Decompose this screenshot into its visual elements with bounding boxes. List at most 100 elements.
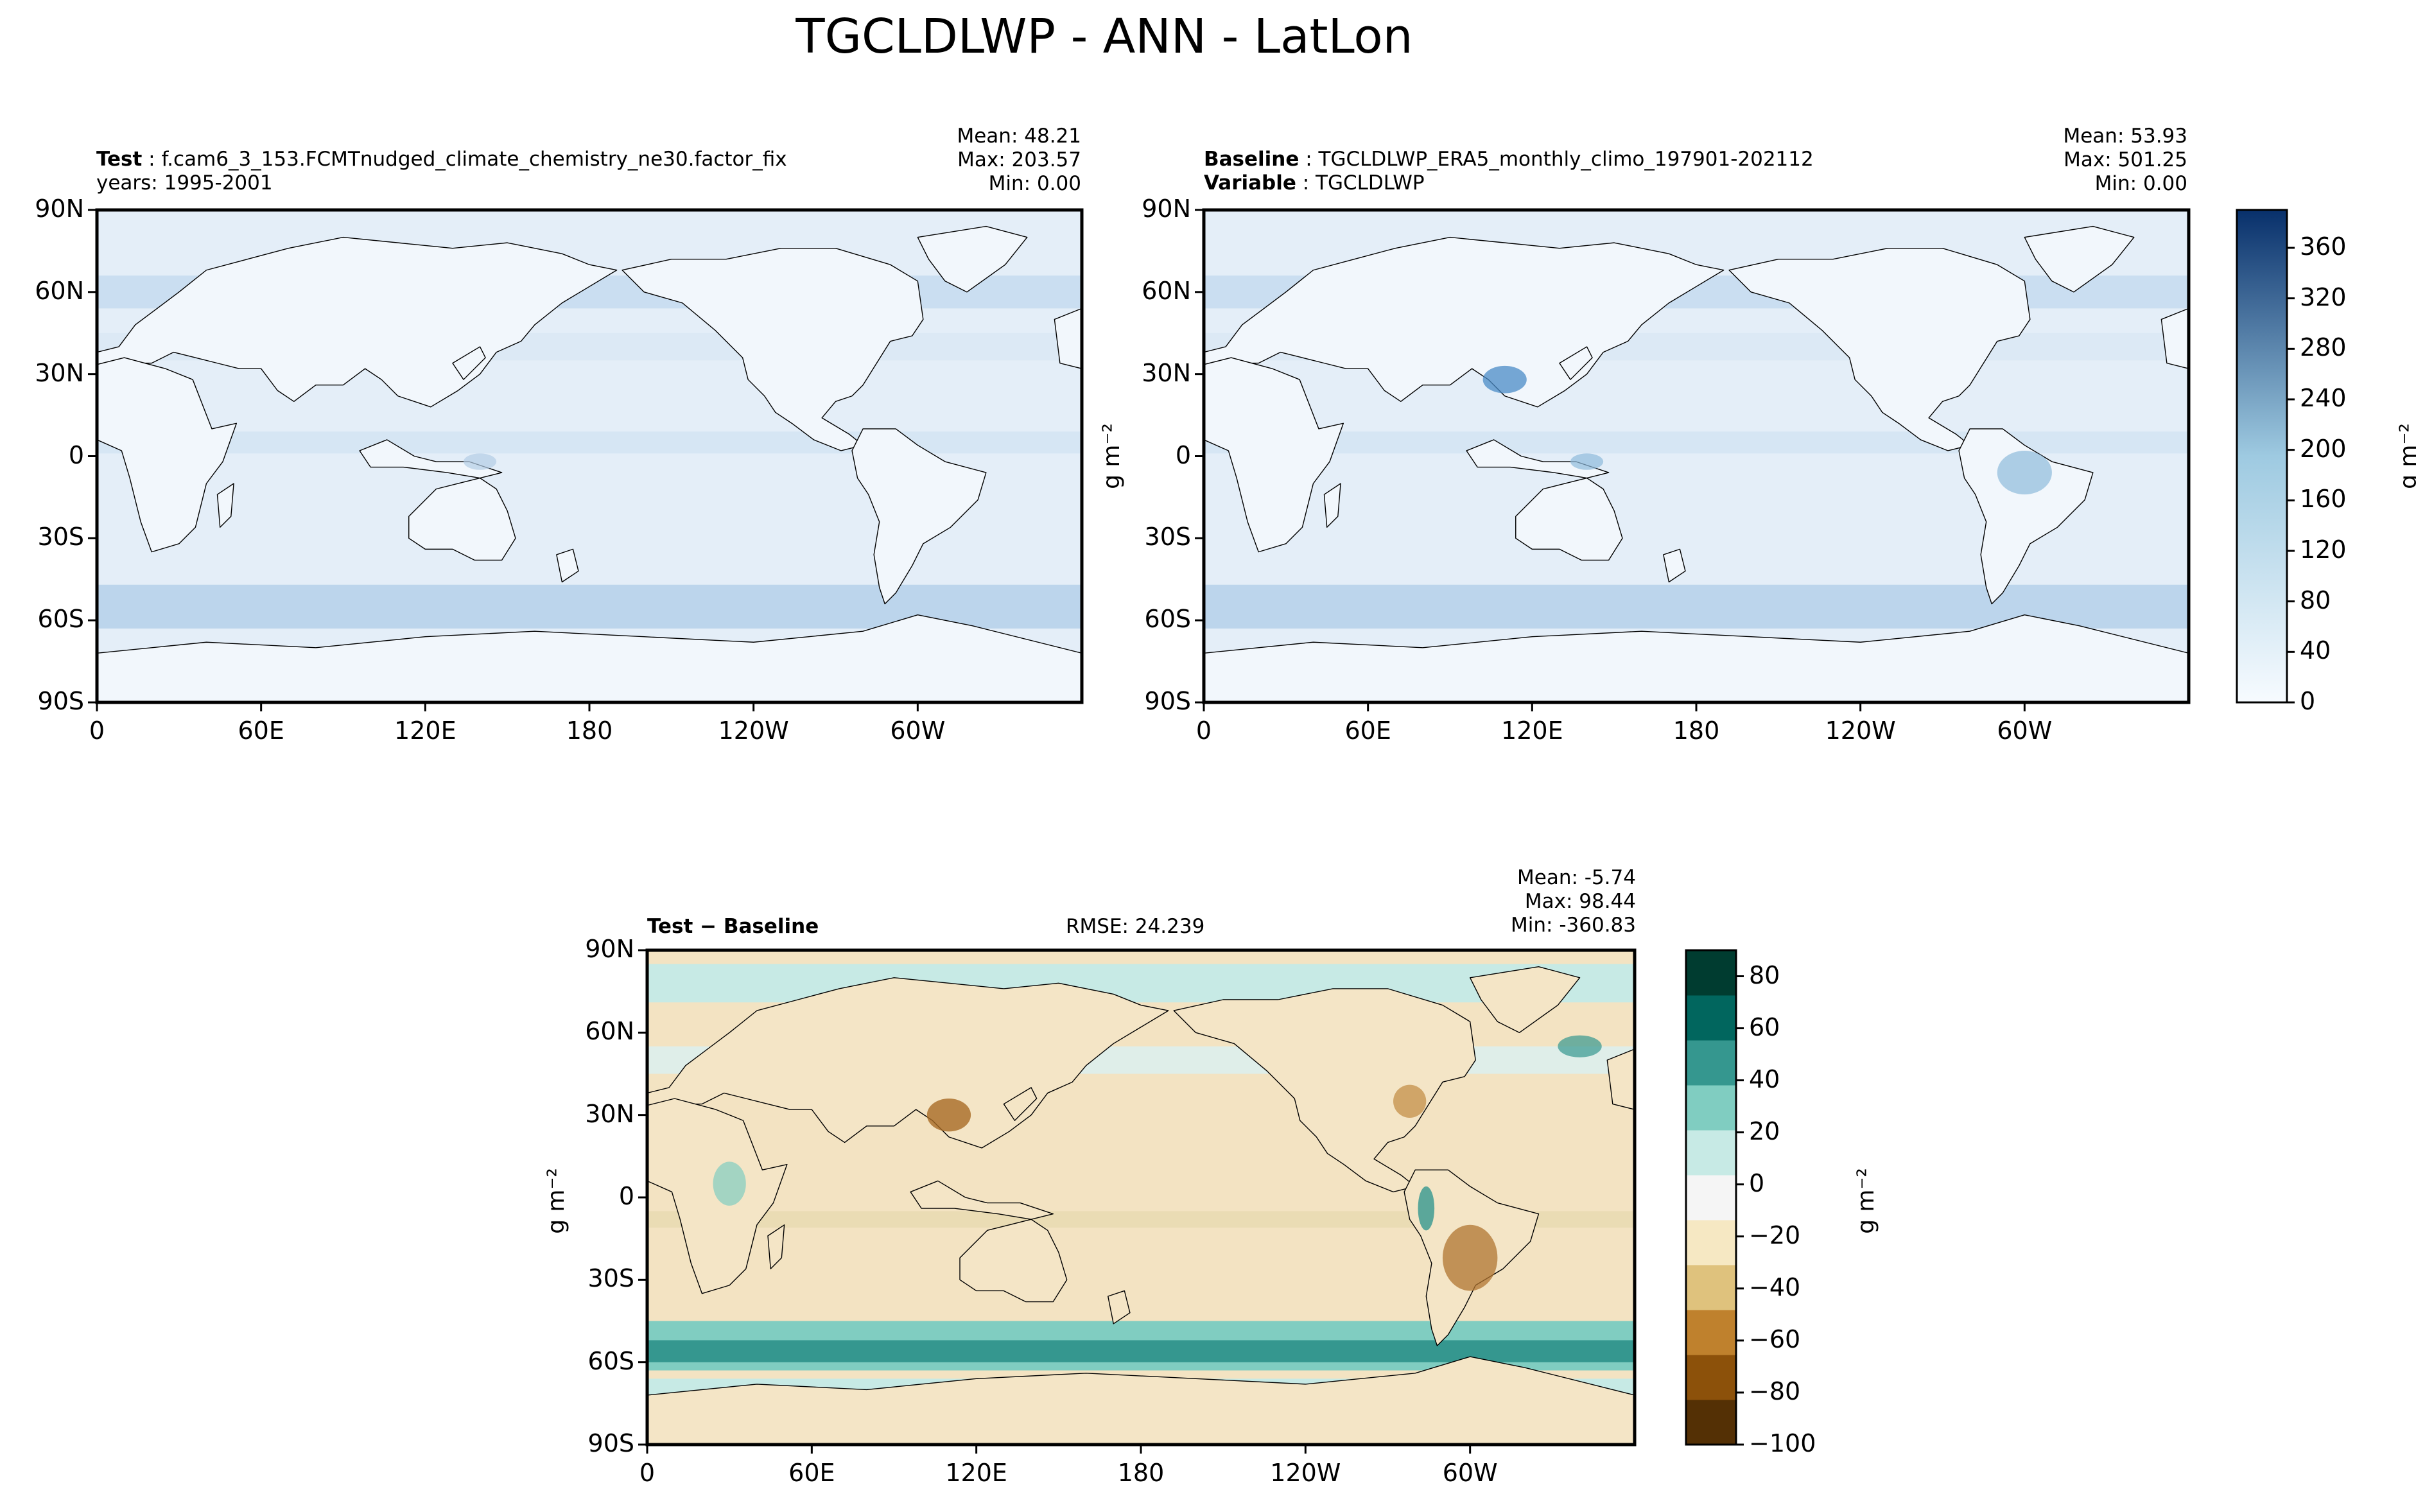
diff-colorbar-segment: [1686, 1130, 1736, 1176]
baseline-lat-tick-label: 90N: [1142, 195, 1191, 223]
test-hotspot-maritime: [463, 453, 497, 470]
test-band-2: [97, 431, 1082, 454]
test-years: years: 1995-2001: [96, 171, 273, 195]
test-stats: Mean: 48.21 Max: 203.57 Min: 0.00: [957, 125, 1081, 196]
diff-lat-tick-label: 90N: [585, 935, 634, 963]
unit-label-diff-colorbar: g m⁻²: [1852, 1168, 1879, 1234]
diff-colorbar-segment: [1686, 1085, 1736, 1131]
unit-label-abs-colorbar: g m⁻²: [2395, 423, 2416, 489]
baseline-variable: Variable : TGCLDLWP: [1204, 171, 1425, 195]
baseline-stats: Mean: 53.93 Max: 501.25 Min: 0.00: [2063, 125, 2187, 196]
baseline-max: Max: 501.25: [2064, 148, 2187, 171]
diff-colorbar-segment: [1686, 1040, 1736, 1086]
diff-colorbar-segment: [1686, 1355, 1736, 1400]
baseline-lat-tick-label: 30N: [1142, 358, 1191, 387]
abs-colorbar-tick-label: 160: [2300, 485, 2347, 514]
baseline-label: Baseline : TGCLDLWP_ERA5_monthly_climo_1…: [1204, 148, 1814, 171]
diff-lon-tick-label: 180: [1117, 1459, 1165, 1487]
diff-max: Max: 98.44: [1524, 890, 1636, 913]
baseline-lat-tick-label: 60S: [1144, 605, 1191, 634]
abs-colorbar-tick-label: 80: [2300, 586, 2331, 614]
test-lat-tick-label: 90N: [35, 195, 84, 223]
baseline-map: [1202, 208, 2191, 704]
baseline-lat-tick-label: 90S: [1144, 687, 1191, 715]
figure-title: TGCLDLWP - ANN - LatLon: [795, 9, 1413, 64]
diff-lon-tick-label: 120W: [1270, 1459, 1341, 1487]
diff-anom-namerica: [1393, 1084, 1427, 1118]
diff-lat-tick-label: 90S: [587, 1429, 634, 1457]
baseline-lat-tick-label: 0: [1175, 440, 1191, 469]
baseline-lon-tick-label: 120W: [1825, 717, 1896, 745]
test-lon-tick-label: 120E: [394, 717, 456, 745]
diff-colorbar-tick-label: 40: [1749, 1064, 1780, 1093]
abs-colorbar-tick-label: 240: [2300, 384, 2347, 412]
test-min: Min: 0.00: [988, 172, 1081, 195]
diff-colorbar-tick-label: −100: [1749, 1429, 1816, 1457]
test-lat-tick-label: 0: [68, 440, 84, 469]
diff-map: [645, 948, 1637, 1447]
abs-colorbar-tick-label: 360: [2300, 232, 2347, 261]
diff-colorbar-tick-label: 20: [1749, 1117, 1780, 1145]
diff-lat-tick-label: 60S: [587, 1346, 634, 1375]
diff-colorbar-tick-label: −20: [1749, 1221, 1801, 1249]
baseline-lon-tick-label: 60W: [1997, 717, 2053, 745]
test-lon-tick-label: 60W: [890, 717, 946, 745]
test-label: Test : f.cam6_3_153.FCMTnudged_climate_c…: [96, 148, 787, 171]
diff-anom-africa: [713, 1161, 746, 1206]
test-lon-tick-label: 180: [566, 717, 613, 745]
diff-mean: Mean: -5.74: [1517, 866, 1636, 889]
baseline-label-value: TGCLDLWP_ERA5_monthly_climo_197901-20211…: [1318, 148, 1814, 171]
test-lon-tick-label: 0: [89, 717, 105, 745]
diff-lon-tick-label: 60E: [788, 1459, 835, 1487]
test-max: Max: 203.57: [957, 148, 1081, 171]
test-lat-tick-label: 30N: [35, 358, 84, 387]
diff-colorbar: [1685, 949, 1744, 1446]
diff-min: Min: -360.83: [1511, 914, 1636, 937]
abs-colorbar-tick-label: 200: [2300, 434, 2347, 463]
test-lat-tick-label: 60N: [35, 276, 84, 305]
test-label-value: f.cam6_3_153.FCMTnudged_climate_chemistr…: [161, 148, 787, 171]
diff-rmse: RMSE: 24.239: [1066, 915, 1205, 938]
diff-colorbar-tick-label: 80: [1749, 960, 1780, 989]
diff-colorbar-tick-label: −80: [1749, 1377, 1801, 1405]
diff-lat-tick-label: 0: [618, 1182, 634, 1210]
test-lat-tick-label: 30S: [37, 523, 84, 552]
baseline-lon-tick-label: 120E: [1501, 717, 1563, 745]
diff-colorbar-tick-label: −60: [1749, 1325, 1801, 1353]
baseline-mean: Mean: 53.93: [2063, 125, 2187, 148]
abs-colorbar-tick-label: 40: [2300, 636, 2331, 665]
unit-label-baseline: g m⁻²: [1098, 423, 1125, 489]
test-map: [95, 208, 1084, 704]
diff-lat-tick-label: 60N: [585, 1017, 634, 1046]
diff-colorbar-segment: [1686, 1220, 1736, 1265]
abs-colorbar-tick-label: 280: [2300, 333, 2347, 362]
diff-band-2: [647, 1340, 1635, 1362]
diff-lat-tick-label: 30S: [587, 1264, 634, 1293]
diff-colorbar-segment: [1686, 1400, 1736, 1445]
test-lat-tick-label: 60S: [37, 605, 84, 634]
abs-colorbar-tick-label: 320: [2300, 282, 2347, 311]
baseline-lon-tick-label: 180: [1673, 717, 1720, 745]
baseline-band-2: [1204, 431, 2189, 454]
diff-colorbar-segment: [1686, 1265, 1736, 1310]
diff-lon-tick-label: 0: [639, 1459, 656, 1487]
abs-colorbar-tick-label: 120: [2300, 535, 2347, 564]
baseline-lon-tick-label: 0: [1195, 717, 1212, 745]
baseline-hotspot-amazon: [1997, 450, 2052, 495]
diff-colorbar-frame: [1685, 949, 1737, 1446]
abs-colorbar-tick-label: 0: [2300, 687, 2316, 715]
test-lat-tick-label: 90S: [37, 687, 84, 715]
test-label-key: Test: [96, 148, 143, 171]
diff-colorbar-tick-label: 0: [1749, 1169, 1765, 1197]
baseline-lon-tick-label: 60E: [1344, 717, 1391, 745]
abs-colorbar-fill: [2237, 210, 2287, 702]
diff-colorbar-segment: [1686, 1175, 1736, 1221]
diff-stats: Mean: -5.74 Max: 98.44 Min: -360.83: [1511, 866, 1636, 937]
unit-label-diff: g m⁻²: [543, 1168, 569, 1234]
diff-label: Test − Baseline: [647, 915, 819, 938]
diff-lon-tick-label: 60W: [1442, 1459, 1498, 1487]
diff-anom-peru: [1418, 1186, 1435, 1231]
test-lon-tick-label: 60E: [238, 717, 284, 745]
baseline-var-key: Variable: [1204, 171, 1296, 195]
